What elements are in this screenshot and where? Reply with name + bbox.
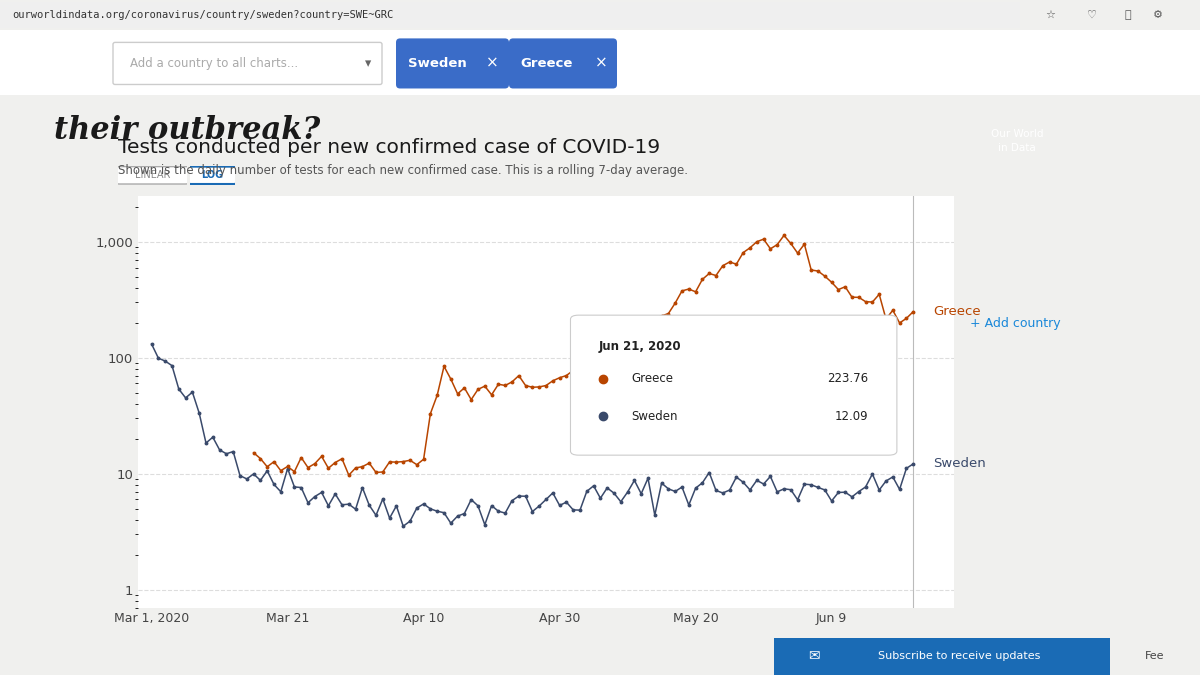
Text: 223.76: 223.76 [827, 373, 869, 385]
Text: Shown is the daily number of tests for each new confirmed case. This is a rollin: Shown is the daily number of tests for e… [118, 164, 688, 177]
Text: + Add country: + Add country [970, 317, 1061, 331]
Text: in Data: in Data [998, 143, 1036, 153]
Text: LOG: LOG [202, 171, 223, 180]
Text: Fee: Fee [1145, 651, 1165, 662]
Text: Tests conducted per new confirmed case of COVID-19: Tests conducted per new confirmed case o… [118, 138, 660, 157]
FancyBboxPatch shape [116, 167, 188, 184]
Text: their outbreak?: their outbreak? [54, 115, 320, 146]
Text: ⚙: ⚙ [1153, 10, 1163, 20]
Text: ✉: ✉ [809, 649, 820, 664]
Text: ♡: ♡ [1087, 10, 1097, 20]
Text: 🔔: 🔔 [1124, 10, 1132, 20]
Text: LINEAR: LINEAR [134, 171, 170, 180]
Text: Our World: Our World [991, 130, 1043, 140]
Bar [0, 3, 1020, 28]
Text: 12.09: 12.09 [835, 410, 869, 423]
FancyBboxPatch shape [509, 38, 617, 88]
Text: Add a country to all charts...: Add a country to all charts... [130, 57, 298, 70]
Text: Jun 21, 2020: Jun 21, 2020 [599, 340, 682, 353]
Text: Sweden: Sweden [408, 57, 467, 70]
Text: Subscribe to receive updates: Subscribe to receive updates [877, 651, 1040, 662]
Text: ×: × [595, 56, 607, 71]
FancyBboxPatch shape [113, 43, 382, 84]
Text: ▾: ▾ [365, 57, 371, 70]
FancyBboxPatch shape [188, 167, 236, 184]
Text: ourworldindata.org/coronavirus/country/sweden?country=SWE~GRC: ourworldindata.org/coronavirus/country/s… [12, 10, 394, 20]
Text: ☆: ☆ [1045, 10, 1055, 20]
Text: Greece: Greece [521, 57, 574, 70]
Text: ×: × [486, 56, 498, 71]
Text: Sweden: Sweden [631, 410, 678, 423]
FancyBboxPatch shape [570, 315, 896, 455]
Text: Greece: Greece [631, 373, 673, 385]
Text: Sweden: Sweden [934, 458, 986, 470]
FancyBboxPatch shape [396, 38, 509, 88]
Text: Greece: Greece [934, 305, 982, 318]
